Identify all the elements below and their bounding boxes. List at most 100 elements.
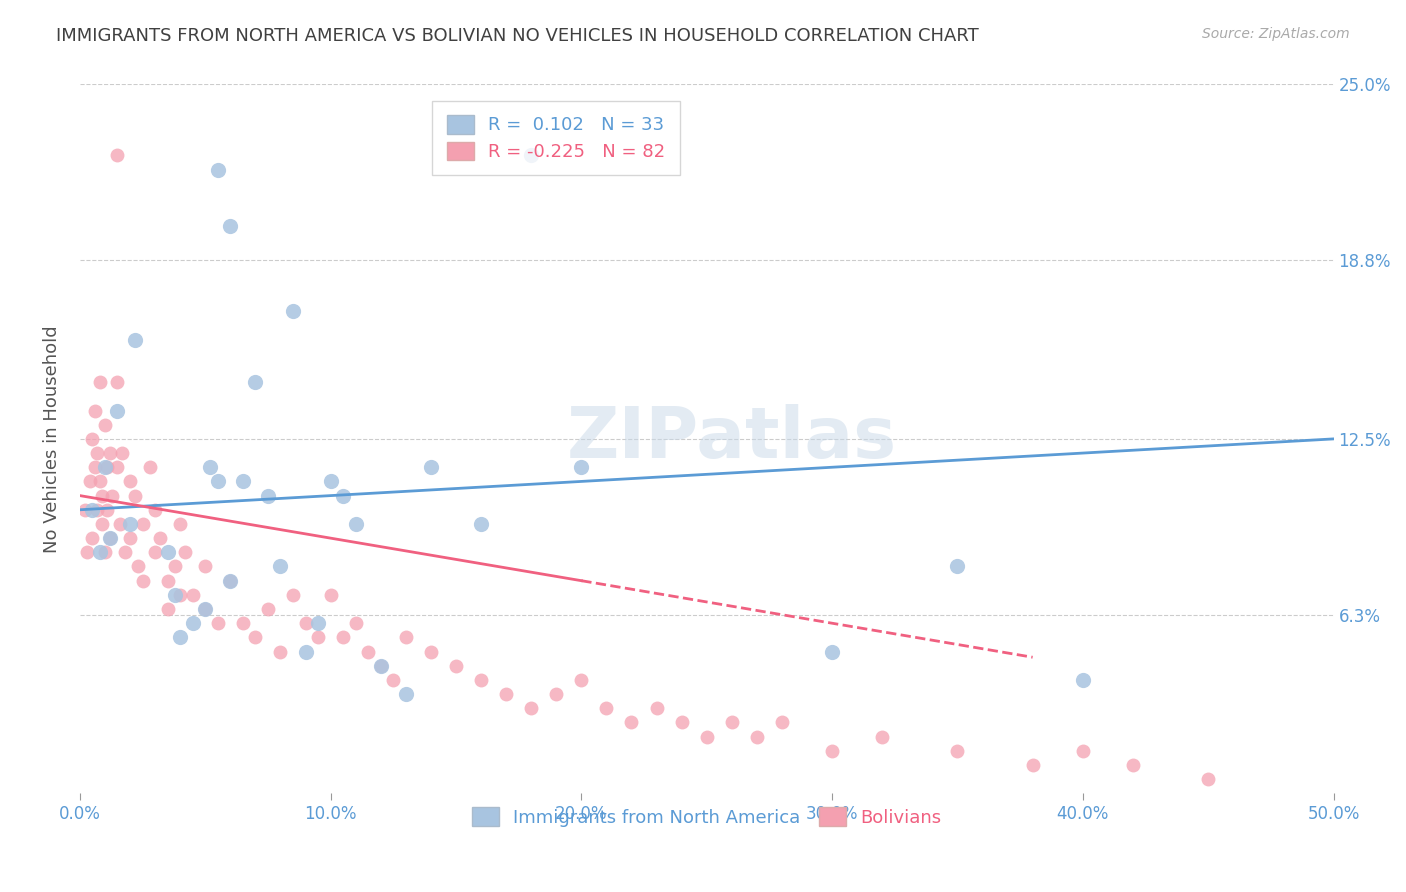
- Point: [520, 701, 543, 715]
- Text: ZIPatlas: ZIPatlas: [567, 404, 897, 474]
- Point: [124, 333, 146, 347]
- Point: [108, 516, 131, 531]
- Point: [86, 446, 108, 460]
- Point: [118, 531, 141, 545]
- Point: [89, 375, 111, 389]
- Point: [107, 375, 129, 389]
- Point: [94, 460, 117, 475]
- Point: [520, 148, 543, 162]
- Point: [98, 446, 121, 460]
- Point: [595, 701, 617, 715]
- Point: [370, 658, 392, 673]
- Point: [344, 616, 367, 631]
- Point: [770, 715, 793, 730]
- Point: [219, 574, 242, 588]
- Point: [118, 475, 141, 489]
- Point: [281, 588, 304, 602]
- Point: [181, 588, 204, 602]
- Point: [76, 545, 98, 559]
- Point: [495, 687, 517, 701]
- Point: [269, 559, 291, 574]
- Point: [156, 545, 179, 559]
- Point: [419, 644, 441, 658]
- Point: [174, 545, 197, 559]
- Point: [207, 475, 229, 489]
- Point: [181, 616, 204, 631]
- Point: [79, 475, 101, 489]
- Point: [194, 602, 217, 616]
- Point: [124, 489, 146, 503]
- Point: [281, 304, 304, 318]
- Point: [86, 503, 108, 517]
- Point: [232, 475, 254, 489]
- Point: [82, 503, 104, 517]
- Point: [207, 162, 229, 177]
- Point: [118, 516, 141, 531]
- Point: [96, 503, 118, 517]
- Point: [169, 631, 191, 645]
- Point: [546, 687, 568, 701]
- Text: IMMIGRANTS FROM NORTH AMERICA VS BOLIVIAN NO VEHICLES IN HOUSEHOLD CORRELATION C: IMMIGRANTS FROM NORTH AMERICA VS BOLIVIA…: [56, 27, 979, 45]
- Point: [332, 631, 354, 645]
- Point: [165, 588, 187, 602]
- Legend: Immigrants from North America, Bolivians: Immigrants from North America, Bolivians: [465, 800, 949, 834]
- Point: [569, 673, 592, 687]
- Point: [419, 460, 441, 475]
- Point: [257, 602, 280, 616]
- Y-axis label: No Vehicles in Household: No Vehicles in Household: [44, 325, 60, 553]
- Point: [73, 503, 96, 517]
- Point: [149, 531, 172, 545]
- Point: [307, 616, 329, 631]
- Point: [344, 516, 367, 531]
- Point: [294, 616, 316, 631]
- Point: [319, 475, 342, 489]
- Point: [357, 644, 380, 658]
- Point: [84, 403, 107, 417]
- Text: Source: ZipAtlas.com: Source: ZipAtlas.com: [1202, 27, 1350, 41]
- Point: [1021, 758, 1043, 772]
- Point: [156, 602, 179, 616]
- Point: [382, 673, 405, 687]
- Point: [370, 658, 392, 673]
- Point: [470, 673, 492, 687]
- Point: [84, 460, 107, 475]
- Point: [269, 644, 291, 658]
- Point: [156, 574, 179, 588]
- Point: [139, 460, 162, 475]
- Point: [107, 148, 129, 162]
- Point: [232, 616, 254, 631]
- Point: [169, 588, 191, 602]
- Point: [1122, 758, 1144, 772]
- Point: [107, 460, 129, 475]
- Point: [332, 489, 354, 503]
- Point: [91, 489, 114, 503]
- Point: [870, 730, 893, 744]
- Point: [194, 559, 217, 574]
- Point: [444, 658, 467, 673]
- Point: [645, 701, 668, 715]
- Point: [169, 516, 191, 531]
- Point: [89, 475, 111, 489]
- Point: [111, 446, 134, 460]
- Point: [245, 375, 267, 389]
- Point: [107, 403, 129, 417]
- Point: [671, 715, 693, 730]
- Point: [91, 516, 114, 531]
- Point: [82, 432, 104, 446]
- Point: [946, 744, 969, 758]
- Point: [200, 460, 222, 475]
- Point: [98, 531, 121, 545]
- Point: [319, 588, 342, 602]
- Point: [569, 460, 592, 475]
- Point: [165, 559, 187, 574]
- Point: [720, 715, 742, 730]
- Point: [143, 503, 166, 517]
- Point: [131, 516, 153, 531]
- Point: [1071, 744, 1094, 758]
- Point: [1197, 772, 1219, 787]
- Point: [207, 616, 229, 631]
- Point: [294, 644, 316, 658]
- Point: [194, 602, 217, 616]
- Point: [395, 631, 418, 645]
- Point: [257, 489, 280, 503]
